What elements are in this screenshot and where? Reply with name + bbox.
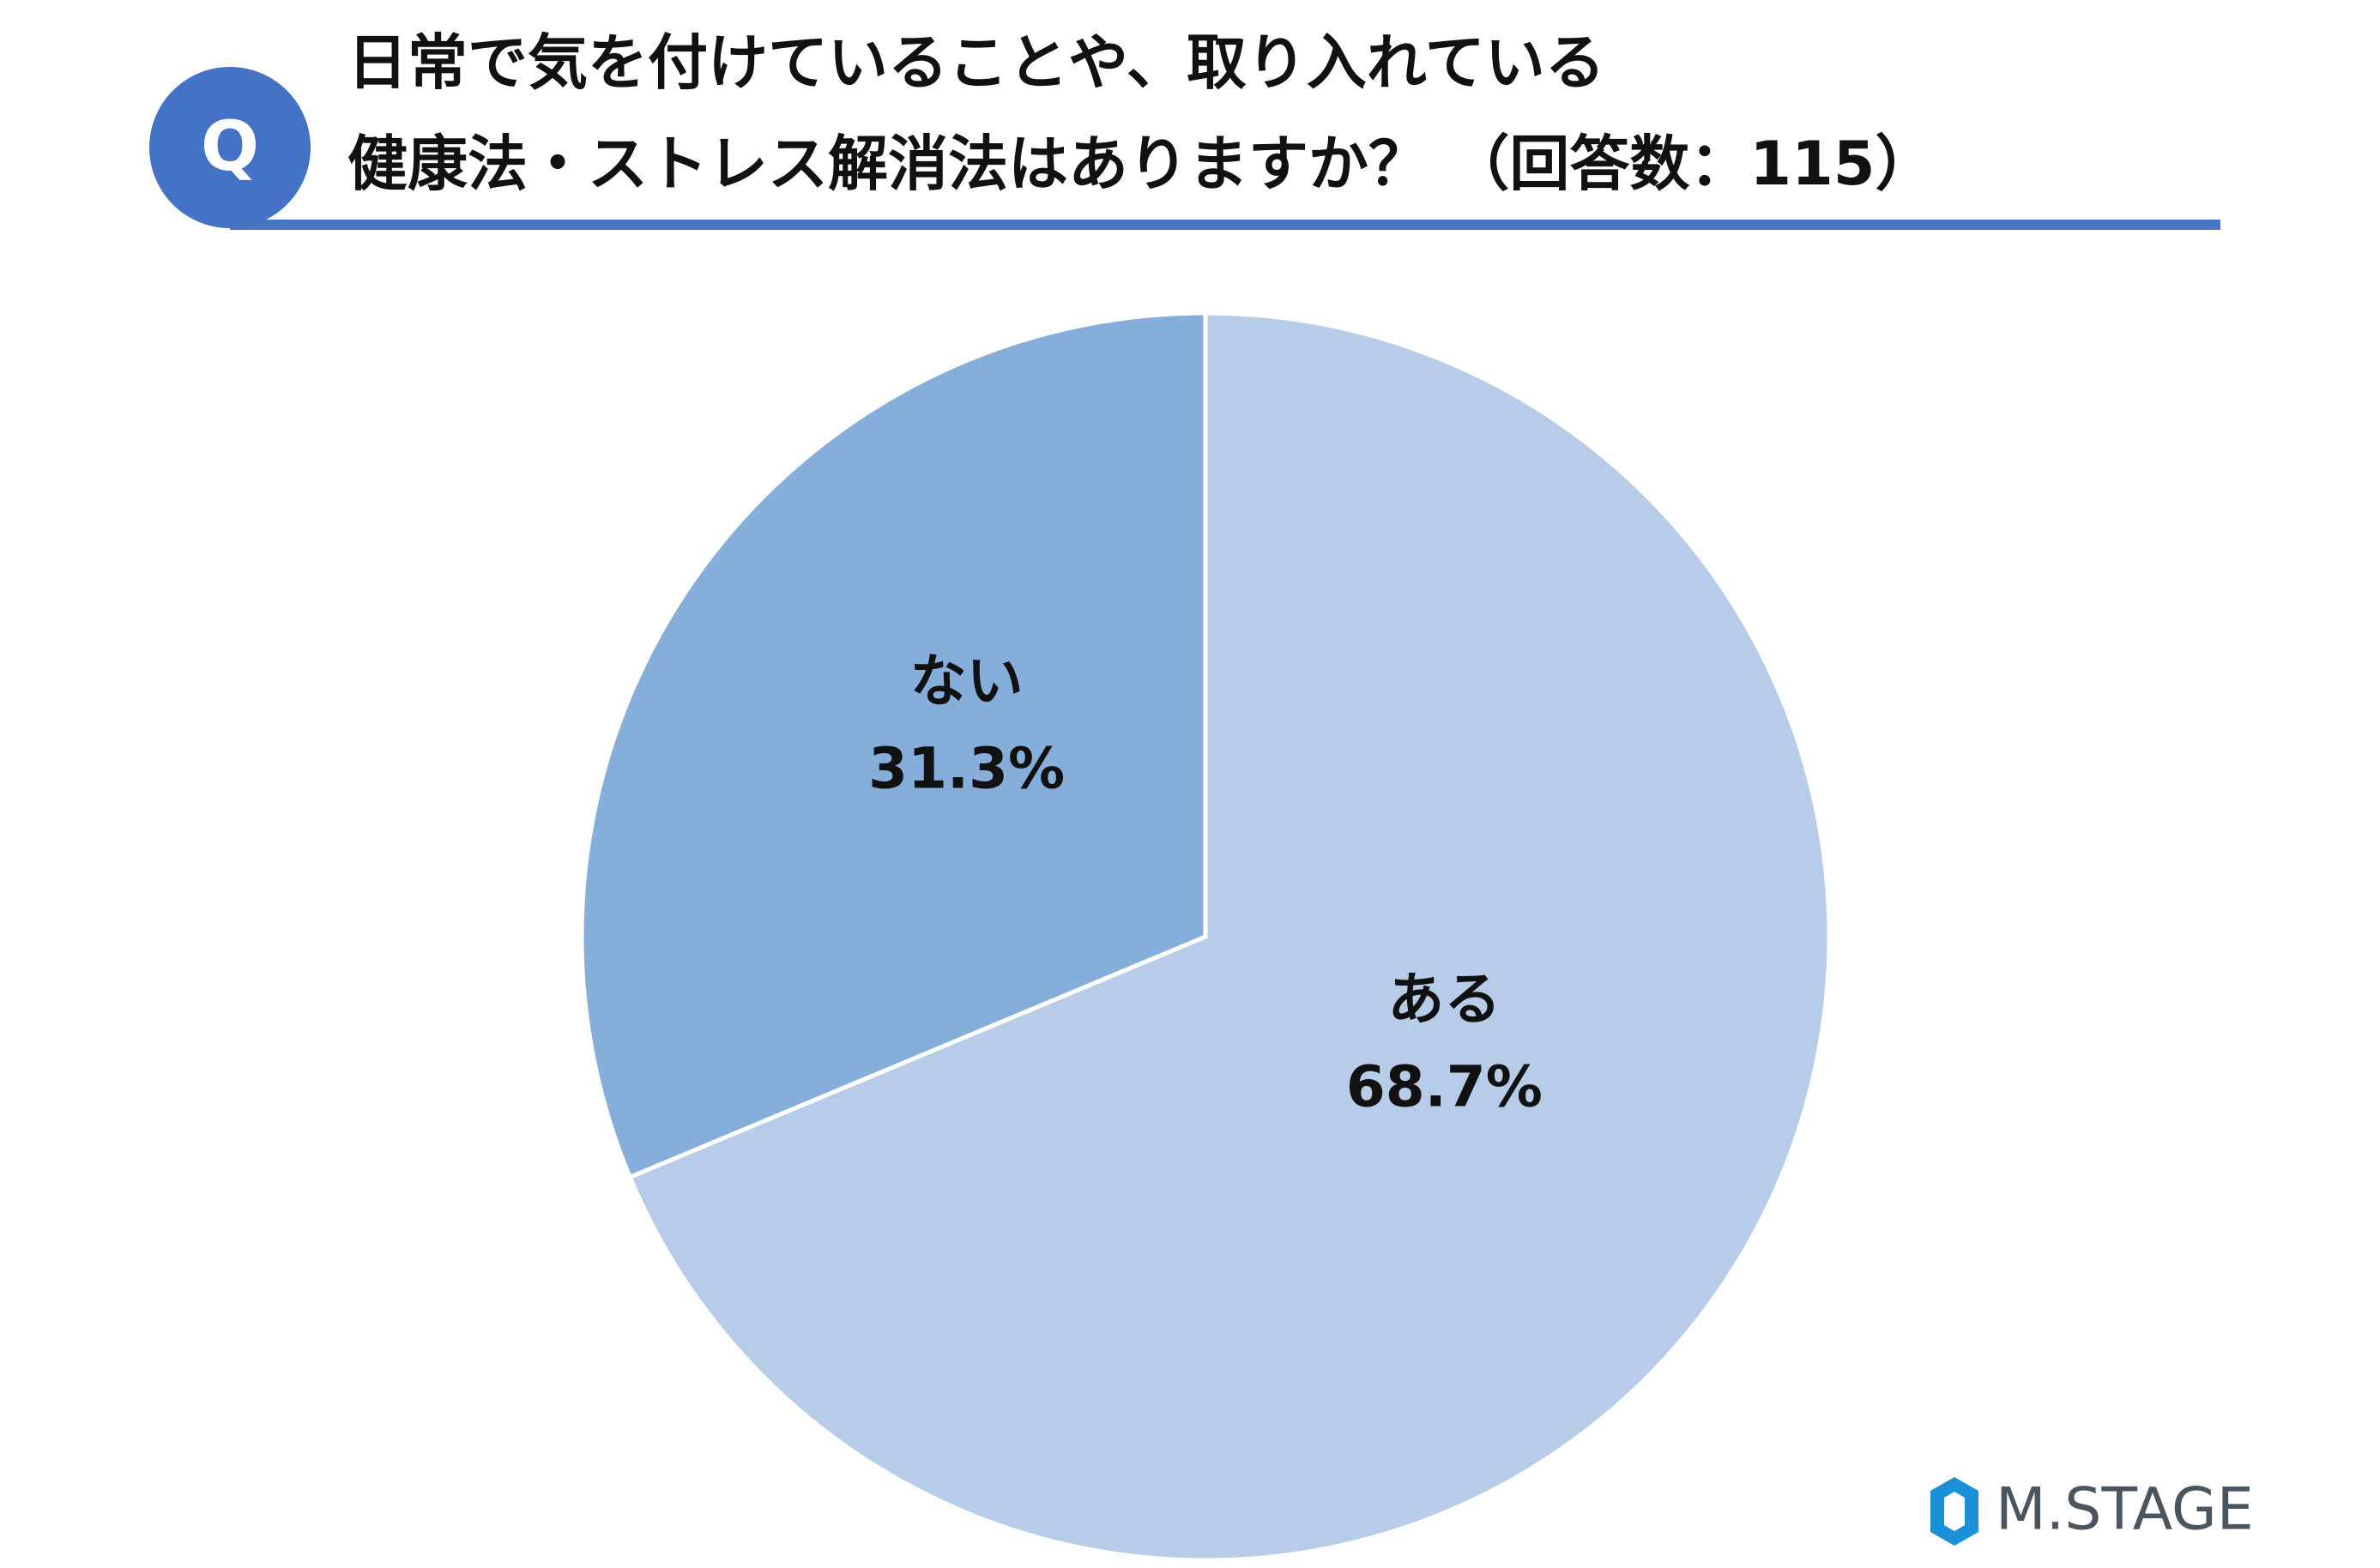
value-label: 31.3% (868, 736, 1065, 802)
pie-slice (626, 311, 1832, 1563)
pie-slice (579, 311, 1208, 1180)
slice-label: ない (910, 648, 1024, 715)
slice-label: ある (1387, 966, 1501, 1032)
logo: M.STAGE (1930, 1476, 2254, 1546)
chart-title: 健康法・ストレス解消法はありますか？ （回答数：115） (347, 129, 1936, 199)
logo-text: M.STAGE (1996, 1476, 2254, 1544)
logo-icon-inner (1944, 1492, 1965, 1531)
chart-title: 日常で気を付けていることや、取り入れている (347, 27, 1605, 98)
value-label: 68.7% (1346, 1053, 1543, 1119)
q-badge (149, 67, 311, 228)
q-badge-text: Q (201, 106, 259, 186)
